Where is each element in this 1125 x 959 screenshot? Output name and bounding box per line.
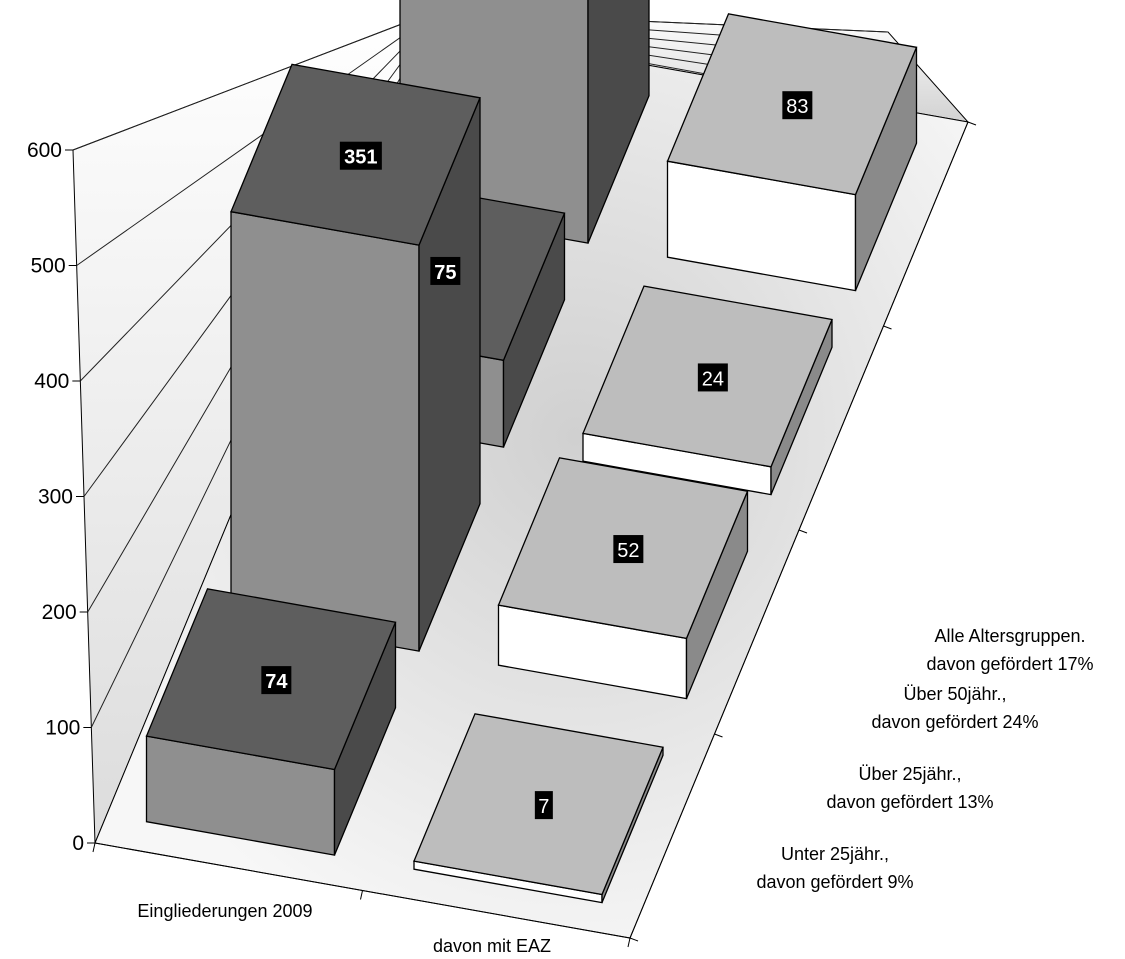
value-label-bg xyxy=(261,666,292,695)
bar-0-0 xyxy=(145,588,397,856)
bar-front-face xyxy=(230,210,420,652)
depth-tick-mark xyxy=(629,937,639,942)
depth-tick-mark xyxy=(967,121,977,126)
value-label-bg xyxy=(613,535,644,564)
labels: 83500247552351774 xyxy=(261,91,813,820)
depth-tick-mark xyxy=(883,325,892,330)
x-tick-mark xyxy=(92,842,96,853)
y-tick-label: 100 xyxy=(45,717,80,740)
value-label: 7 xyxy=(538,796,549,818)
y-tick-label: 0 xyxy=(72,832,84,855)
value-label: 52 xyxy=(617,540,639,562)
value-label: 24 xyxy=(702,368,724,390)
category-label: davon mit EAZ xyxy=(433,936,551,956)
y-tick-label: 600 xyxy=(27,139,62,162)
value-label-bg xyxy=(339,141,382,170)
axes: 0 100 200 300 400 500 600 Eingliederungen 2009 d… xyxy=(27,121,1094,956)
value-label: 83 xyxy=(786,96,808,118)
value-label-bg xyxy=(782,91,813,120)
y-tick-label: 300 xyxy=(38,486,73,509)
bar-side-face xyxy=(587,0,650,244)
x-tick-mark xyxy=(360,890,363,900)
value-label-bg xyxy=(534,791,553,820)
series-label: Unter 25jähr., davon gefördert 9% xyxy=(756,844,913,892)
y-tick-label: 400 xyxy=(34,370,69,393)
value-label: 75 xyxy=(434,262,456,284)
series-label: Alle Altersgruppen. davon gefördert 17% xyxy=(926,626,1093,674)
value-label-bg xyxy=(430,256,461,285)
bar-1-0 xyxy=(230,63,481,652)
bar-3-1 xyxy=(666,13,918,292)
value-label-bg xyxy=(697,363,728,392)
y-tick-label: 200 xyxy=(42,601,77,624)
value-label: 74 xyxy=(265,671,288,693)
category-label: Eingliederungen 2009 xyxy=(137,901,312,921)
y-tick-label: 500 xyxy=(31,255,66,278)
depth-tick-mark xyxy=(798,529,808,534)
depth-tick-mark xyxy=(714,733,723,738)
series-label: Über 50jähr., davon gefördert 24% xyxy=(871,684,1038,732)
x-tick-mark xyxy=(627,937,631,948)
value-label: 351 xyxy=(344,147,377,169)
series-label: Über 25jähr., davon gefördert 13% xyxy=(826,764,993,812)
